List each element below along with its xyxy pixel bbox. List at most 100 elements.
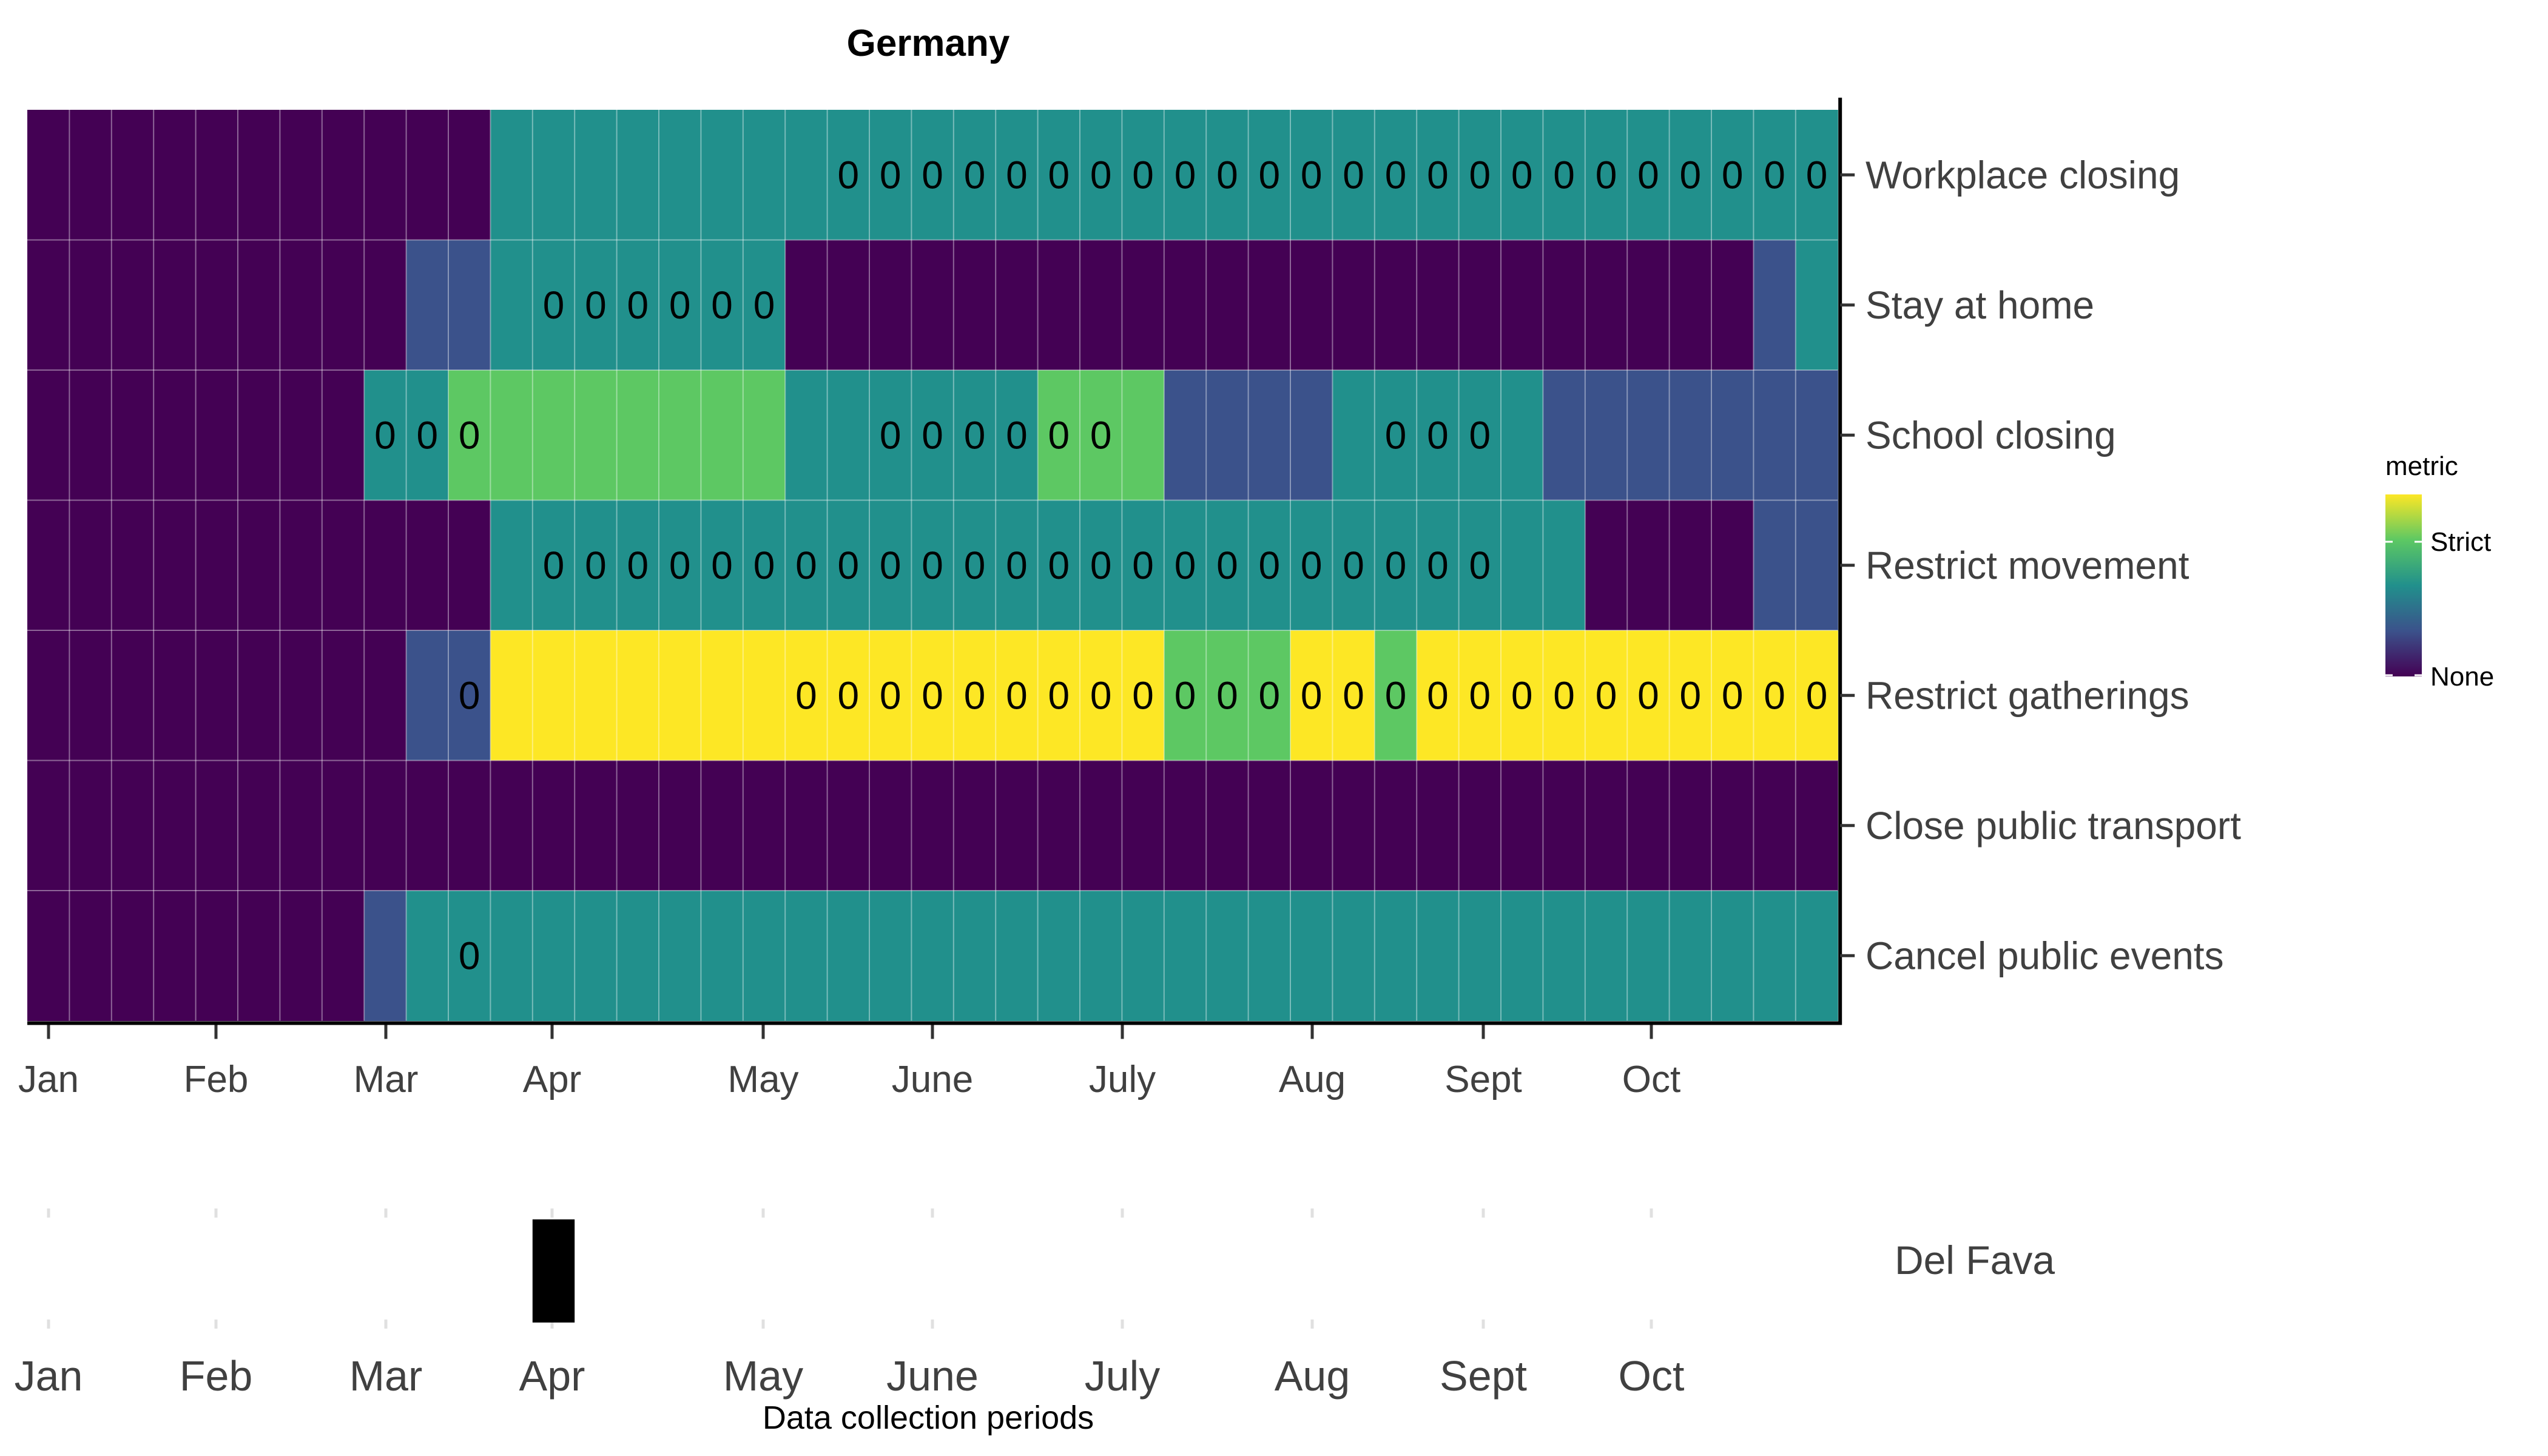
heatmap-cell <box>1543 370 1586 501</box>
collection-x-labels: Jan Feb Mar Apr May June July Aug Sept Oct <box>15 1352 1685 1400</box>
heatmap-cell <box>1037 630 1080 761</box>
zero-label: 0 <box>1006 153 1028 197</box>
heatmap-cell <box>1753 760 1796 891</box>
heatmap-cell <box>1122 760 1165 891</box>
heatmap-cell <box>1753 630 1796 761</box>
heatmap-cell <box>827 110 870 241</box>
heatmap-cell <box>1164 891 1207 1022</box>
heatmap-cell <box>195 630 238 761</box>
heatmap-cell <box>996 891 1039 1022</box>
heatmap-cell <box>659 891 701 1022</box>
heatmap-cell <box>153 630 197 761</box>
heatmap-cell <box>322 500 365 631</box>
heatmap-cell <box>406 110 449 241</box>
heatmap-cell <box>238 110 280 241</box>
heatmap-cell <box>659 110 701 241</box>
heatmap-cell <box>27 630 70 761</box>
zero-label: 0 <box>880 544 902 587</box>
heatmap-cell <box>490 370 533 501</box>
zero-label: 0 <box>795 673 817 717</box>
zero-label: 0 <box>1511 153 1533 197</box>
heatmap-cell <box>1711 760 1754 891</box>
heatmap-cell <box>659 630 701 761</box>
heatmap-cell <box>827 240 870 371</box>
heatmap-cell <box>701 500 744 631</box>
heatmap-cell <box>238 500 280 631</box>
heatmap-cell <box>659 760 701 891</box>
heatmap-cell <box>1795 630 1838 761</box>
heatmap-cell <box>785 891 828 1022</box>
x-tick-label: Apr <box>523 1059 581 1100</box>
heatmap-cell <box>911 760 954 891</box>
zero-label: 0 <box>1006 413 1028 457</box>
zero-label: 0 <box>1637 673 1659 717</box>
heatmap-cell <box>69 891 112 1022</box>
heatmap-cell <box>575 500 618 631</box>
heatmap-cell <box>1374 110 1417 241</box>
heatmap-cell <box>280 630 323 761</box>
heatmap-cell <box>238 370 280 501</box>
heatmap-cell <box>1080 370 1122 501</box>
zero-label: 0 <box>1427 153 1449 197</box>
heatmap-cell <box>448 500 491 631</box>
heatmap-cell <box>532 891 575 1022</box>
heatmap-cell <box>953 370 996 501</box>
heatmap-cell <box>869 240 912 371</box>
heatmap-cell <box>1669 370 1712 501</box>
heatmap-cell <box>1374 500 1417 631</box>
zero-label: 0 <box>711 283 733 327</box>
heatmap-cell <box>322 370 365 501</box>
heatmap-cell <box>1711 630 1754 761</box>
heatmap-cell <box>1753 240 1796 371</box>
heatmap-cell <box>1248 500 1291 631</box>
heatmap-cell <box>1080 891 1122 1022</box>
heatmap-cell <box>701 630 744 761</box>
heatmap-cell <box>1248 110 1291 241</box>
heatmap-cell <box>1332 630 1375 761</box>
heatmap-cell <box>153 500 197 631</box>
heatmap-cell <box>1374 891 1417 1022</box>
zero-label: 0 <box>838 673 860 717</box>
heatmap-cell <box>1458 630 1502 761</box>
heatmap-cell <box>1374 240 1417 371</box>
heatmap-cell <box>1585 370 1628 501</box>
heatmap-cell <box>575 240 618 371</box>
zero-label: 0 <box>838 544 860 587</box>
heatmap-cell <box>280 500 323 631</box>
heatmap-cell <box>195 760 238 891</box>
heatmap-cell <box>364 760 407 891</box>
heatmap-cell <box>911 240 954 371</box>
zero-label: 0 <box>585 544 607 587</box>
heatmap-cell <box>69 630 112 761</box>
heatmap-cell <box>827 760 870 891</box>
heatmap-cell <box>238 760 280 891</box>
zero-label: 0 <box>1469 544 1491 587</box>
heatmap-cell <box>27 760 70 891</box>
zero-label: 0 <box>1132 153 1154 197</box>
legend: metric Strict None <box>2385 451 2494 692</box>
heatmap-cell <box>406 370 449 501</box>
heatmap-cell <box>1164 240 1207 371</box>
legend-none-label: None <box>2430 662 2494 692</box>
heatmap-cell <box>1417 630 1460 761</box>
heatmap-cell <box>1669 500 1712 631</box>
heatmap-cell <box>701 370 744 501</box>
heatmap-cell <box>1711 370 1754 501</box>
zero-label: 0 <box>1048 673 1070 717</box>
heatmap-cell <box>364 370 407 501</box>
heatmap-cell <box>1543 110 1586 241</box>
heatmap-cell <box>1417 370 1460 501</box>
collection-x-label: Oct <box>1619 1352 1685 1400</box>
heatmap-axes <box>27 98 1842 1025</box>
heatmap-cell <box>1206 110 1249 241</box>
legend-strict-label: Strict <box>2430 527 2491 557</box>
heatmap-cell <box>27 500 70 631</box>
zero-label: 0 <box>1427 673 1449 717</box>
collection-x-label: Aug <box>1275 1352 1350 1400</box>
heatmap-cell <box>238 891 280 1022</box>
heatmap-cell <box>364 500 407 631</box>
heatmap-cell <box>996 370 1039 501</box>
zero-label: 0 <box>964 413 986 457</box>
heatmap-cell <box>953 760 996 891</box>
heatmap-cell <box>1669 110 1712 241</box>
